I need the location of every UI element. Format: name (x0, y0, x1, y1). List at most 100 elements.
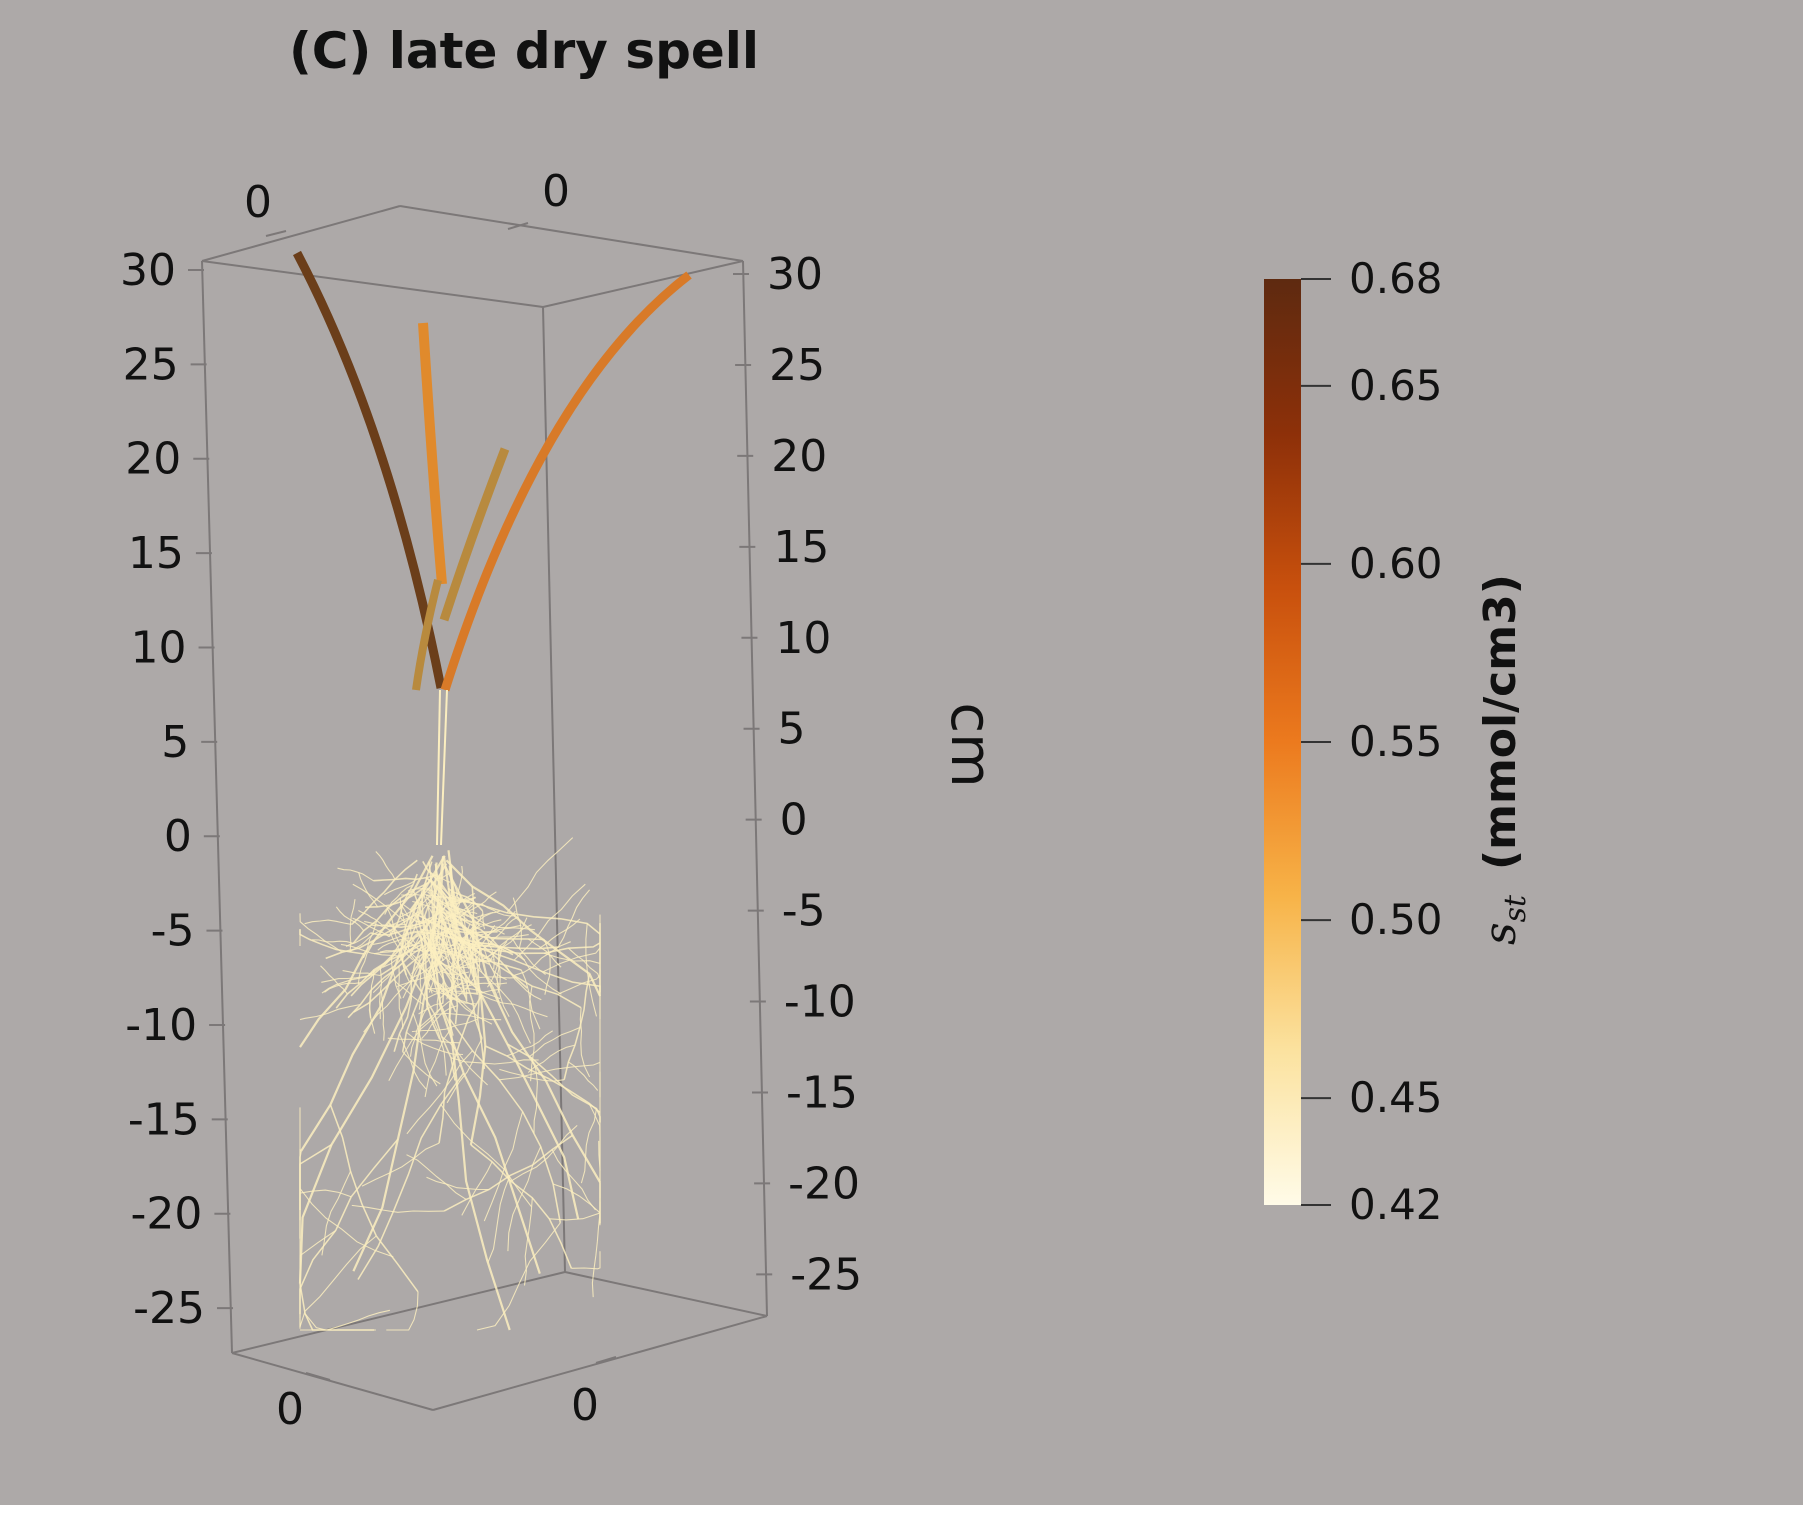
leaf-2 (418, 322, 447, 585)
root-segment (411, 1018, 478, 1033)
root-segment (529, 986, 535, 1082)
root-segment (446, 1038, 483, 1104)
root-segment (469, 913, 484, 932)
root-segment (473, 927, 535, 938)
root-segment (445, 930, 481, 968)
root-segment (387, 1037, 460, 1044)
root-segment (451, 879, 460, 901)
root-segment (352, 917, 390, 938)
root-segment (450, 1057, 539, 1065)
box-edge (231, 1271, 566, 1354)
root-segment (479, 993, 548, 1018)
root-segment (440, 1104, 532, 1208)
root-segment (557, 889, 591, 948)
box-edge (201, 205, 401, 262)
z-tick-label: -10 (784, 977, 856, 1028)
root-segment (476, 1222, 561, 1331)
root-segment (352, 883, 405, 923)
root-segment (370, 924, 407, 927)
root-segment (418, 956, 422, 1010)
stem (440, 689, 448, 846)
z-tick-label: 30 (767, 249, 823, 300)
root-segment (506, 1030, 553, 1057)
bottom-x-tick (305, 1372, 331, 1381)
z-tick-label: 20 (771, 431, 827, 482)
root-segment (483, 931, 495, 970)
root-segment (358, 910, 383, 926)
root-segment (321, 973, 374, 983)
root-segment (461, 1161, 493, 1216)
root-segment (520, 969, 541, 1030)
root-system (298, 837, 601, 1331)
root-segment (415, 925, 442, 964)
box-edge (742, 260, 768, 1317)
root-segment (436, 982, 444, 1013)
root-segment (384, 878, 417, 896)
root-segment (428, 958, 438, 983)
root-segment (372, 962, 404, 994)
colorbar-symbol-base: s (1475, 922, 1526, 945)
colorbar-title: sst (mmol/cm3) (1475, 574, 1533, 945)
root-segment (434, 1012, 502, 1021)
root-segment (571, 1251, 601, 1270)
z-tick-label: -25 (790, 1249, 862, 1300)
z-tick-label: -20 (131, 1189, 203, 1240)
root-segment (598, 1140, 601, 1224)
root-segment (402, 1051, 441, 1085)
root-segment (483, 1111, 524, 1222)
root-segment (421, 1005, 458, 1040)
root-segment (470, 937, 477, 957)
root-segment (329, 1104, 419, 1293)
z-tick-label: -5 (151, 906, 195, 957)
box-edge (542, 260, 744, 308)
root-segment (426, 987, 476, 1007)
root-segment (497, 947, 501, 994)
leaf-5 (412, 579, 442, 691)
root-segment (364, 920, 398, 934)
colorbar-ticks: 0.68 0.65 0.60 0.55 0.50 0.45 0.42 (1301, 254, 1443, 1229)
z-tick-label: -5 (782, 886, 826, 937)
root-segment (410, 877, 428, 913)
colorbar (1264, 279, 1301, 1205)
root-segment (485, 917, 528, 959)
root-segment (340, 943, 403, 957)
root-segment (499, 1061, 601, 1081)
root-segment (551, 1149, 596, 1211)
root-segment (342, 970, 381, 977)
z-tick-label: -15 (786, 1067, 858, 1118)
root-segment (320, 965, 348, 995)
root-segment (321, 1171, 351, 1256)
root-segment (439, 981, 463, 1000)
root-segment (490, 934, 529, 939)
root-segment (324, 981, 362, 993)
root-segment (442, 992, 477, 1005)
root-segment (312, 939, 354, 944)
z-tick-label: -15 (128, 1094, 200, 1145)
root-segment (423, 893, 469, 918)
root-segment (357, 939, 376, 985)
shoot-leaves (293, 250, 692, 846)
root-segment (512, 897, 522, 949)
root-segment (512, 938, 546, 975)
root-segment (446, 973, 461, 1000)
root-segment (299, 1003, 361, 1021)
z-tick-label: 20 (125, 434, 181, 485)
left-z-axis: 30 25 20 15 10 5 0 -5 -10 -15 -20 -25 (120, 245, 234, 1334)
root-segment (375, 851, 396, 880)
root-segment (510, 1125, 578, 1182)
z-tick-label: 15 (128, 528, 184, 579)
root-segment (428, 887, 453, 913)
root-segment (468, 943, 515, 954)
root-segment (427, 943, 455, 947)
box-edge (231, 1352, 434, 1411)
root-segment (459, 958, 495, 968)
root-segment (415, 915, 435, 944)
z-axis-title: cm (938, 702, 1003, 787)
root-segment (361, 1142, 440, 1187)
root-segment (528, 1027, 581, 1058)
colorbar-tick-label: 0.50 (1349, 895, 1443, 944)
top-tick-label-left: 0 (244, 177, 272, 228)
leaf-4 (440, 271, 692, 692)
